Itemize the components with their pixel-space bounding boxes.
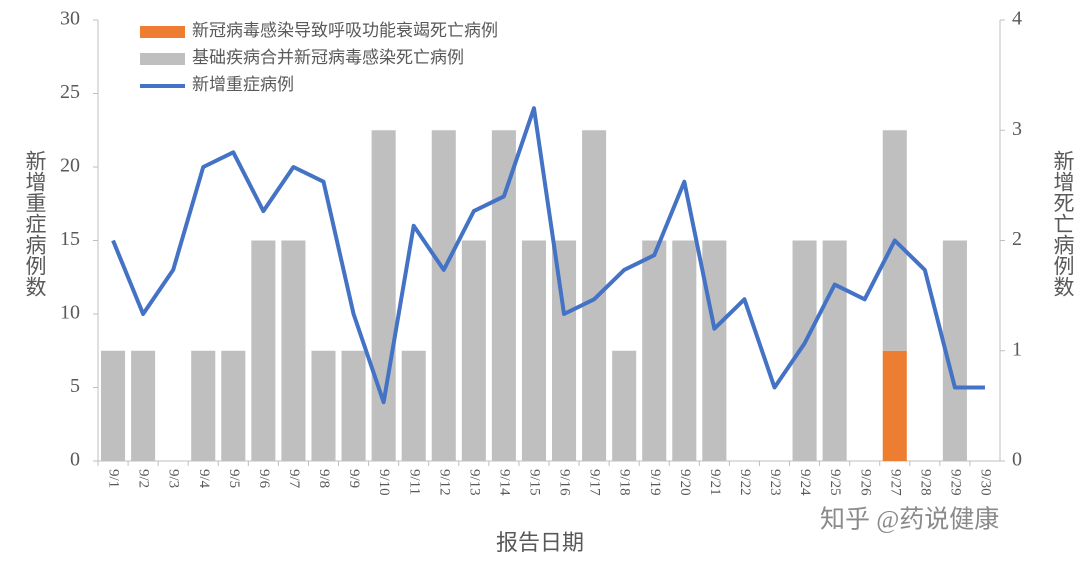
x-tick-label: 9/2 bbox=[136, 469, 152, 488]
bar bbox=[552, 240, 577, 461]
bar bbox=[461, 240, 486, 461]
x-tick-label: 9/15 bbox=[527, 469, 543, 496]
x-tick-label: 9/24 bbox=[797, 469, 813, 496]
x-tick-label: 9/12 bbox=[436, 469, 452, 496]
bar bbox=[702, 240, 727, 461]
legend-label: 新冠病毒感染导致呼吸功能衰竭死亡病例 bbox=[192, 21, 498, 40]
bar bbox=[431, 130, 456, 461]
x-tick-label: 9/1 bbox=[106, 469, 122, 488]
bar bbox=[371, 130, 396, 461]
legend-label: 新增重症病例 bbox=[192, 75, 294, 94]
x-tick-label: 9/3 bbox=[166, 469, 182, 488]
x-tick-label: 9/30 bbox=[978, 469, 994, 496]
x-tick-label: 9/5 bbox=[226, 469, 242, 488]
x-tick-label: 9/21 bbox=[707, 469, 723, 496]
x-tick-label: 9/26 bbox=[857, 469, 873, 496]
legend-swatch bbox=[140, 53, 185, 65]
bar bbox=[131, 350, 156, 461]
bar bbox=[612, 350, 637, 461]
bar bbox=[341, 350, 366, 461]
watermark: 知乎 @药说健康 bbox=[820, 506, 999, 534]
x-tick-label: 9/19 bbox=[647, 469, 663, 496]
x-tick-label: 9/11 bbox=[406, 469, 422, 495]
bar bbox=[491, 130, 516, 461]
y-tick-label: 0 bbox=[70, 449, 80, 471]
x-tick-label: 9/10 bbox=[376, 469, 392, 496]
x-tick-label: 9/27 bbox=[887, 469, 903, 496]
x-tick-label: 9/9 bbox=[346, 469, 362, 488]
y2-tick-label: 4 bbox=[1012, 8, 1022, 30]
bar bbox=[191, 350, 216, 461]
bar bbox=[251, 240, 276, 461]
y-tick-label: 20 bbox=[60, 155, 80, 177]
bar bbox=[281, 240, 306, 461]
legend-label: 基础疾病合并新冠病毒感染死亡病例 bbox=[192, 48, 464, 67]
bar bbox=[822, 240, 847, 461]
x-tick-label: 9/22 bbox=[737, 469, 753, 496]
bar bbox=[311, 350, 336, 461]
x-tick-label: 9/29 bbox=[947, 469, 963, 496]
y-tick-label: 10 bbox=[60, 302, 80, 324]
x-tick-label: 9/7 bbox=[286, 469, 302, 489]
x-tick-label: 9/20 bbox=[677, 469, 693, 496]
x-tick-label: 9/28 bbox=[917, 469, 933, 496]
x-tick-label: 9/18 bbox=[617, 469, 633, 496]
x-tick-label: 9/23 bbox=[767, 469, 783, 496]
x-tick-label: 9/6 bbox=[256, 469, 272, 489]
y-tick-label: 15 bbox=[60, 228, 80, 250]
y-tick-label: 30 bbox=[60, 8, 80, 30]
x-tick-label: 9/25 bbox=[827, 469, 843, 496]
x-tick-label: 9/17 bbox=[587, 469, 603, 496]
bar bbox=[672, 240, 697, 461]
x-axis-title: 报告日期 bbox=[496, 530, 584, 555]
bar bbox=[101, 350, 126, 461]
bar bbox=[792, 240, 817, 461]
y2-tick-label: 3 bbox=[1012, 118, 1022, 140]
y2-axis-title: 新增死亡病例数 bbox=[1051, 150, 1075, 297]
x-tick-label: 9/13 bbox=[466, 469, 482, 496]
x-tick-label: 9/16 bbox=[557, 469, 573, 496]
line bbox=[111, 106, 985, 405]
x-tick-label: 9/8 bbox=[316, 469, 332, 488]
y-tick-label: 5 bbox=[70, 375, 80, 397]
y2-tick-label: 1 bbox=[1012, 338, 1022, 360]
bar bbox=[882, 350, 907, 461]
x-tick-label: 9/4 bbox=[196, 469, 212, 489]
bar bbox=[401, 350, 426, 461]
bar bbox=[521, 240, 546, 461]
legend-swatch bbox=[140, 26, 185, 38]
bar bbox=[582, 130, 607, 461]
y-axis-title: 新增重症病例数 bbox=[23, 150, 47, 297]
x-tick-label: 9/14 bbox=[496, 469, 512, 496]
y-tick-label: 25 bbox=[60, 81, 80, 103]
y2-tick-label: 0 bbox=[1012, 449, 1022, 471]
bar bbox=[221, 350, 246, 461]
y2-tick-label: 2 bbox=[1012, 228, 1022, 250]
bar bbox=[642, 240, 667, 461]
